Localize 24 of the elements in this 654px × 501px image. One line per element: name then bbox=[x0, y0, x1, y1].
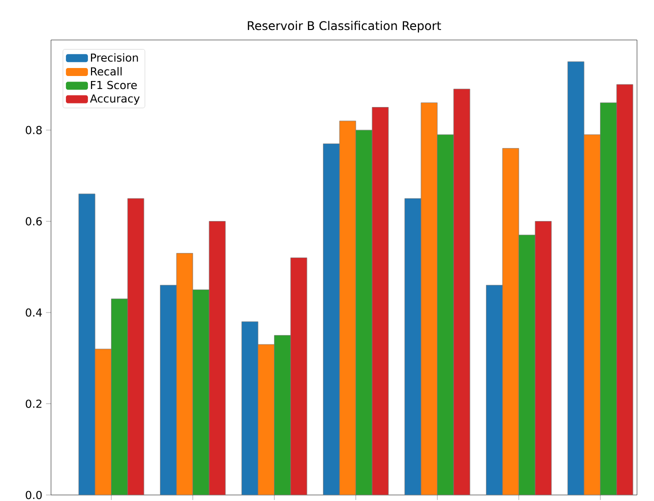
bar bbox=[534, 221, 552, 495]
y-tick-label: 0.8 bbox=[26, 126, 42, 134]
bar bbox=[94, 348, 112, 495]
bar bbox=[616, 84, 634, 495]
chart-title: Reservoir B Classification Report bbox=[248, 20, 442, 32]
y-tick-label: 0.6 bbox=[26, 217, 42, 226]
legend-label: Precision bbox=[90, 53, 138, 62]
bar bbox=[176, 253, 194, 495]
bar bbox=[208, 221, 226, 495]
bar bbox=[420, 102, 438, 495]
y-tick-label: 0.4 bbox=[26, 308, 42, 317]
bar bbox=[372, 107, 389, 495]
y-tick-label: 0.0 bbox=[26, 490, 42, 500]
bar bbox=[584, 134, 601, 495]
bar bbox=[290, 258, 308, 495]
legend-label: F1 Score bbox=[90, 80, 137, 90]
legend-label: Recall bbox=[90, 67, 122, 76]
bar bbox=[502, 148, 520, 495]
y-tick-label: 0.2 bbox=[26, 400, 42, 408]
legend-label: Accuracy bbox=[90, 94, 140, 105]
bar bbox=[258, 344, 275, 495]
bar bbox=[339, 120, 356, 495]
bar bbox=[453, 88, 470, 495]
bar bbox=[127, 198, 144, 495]
